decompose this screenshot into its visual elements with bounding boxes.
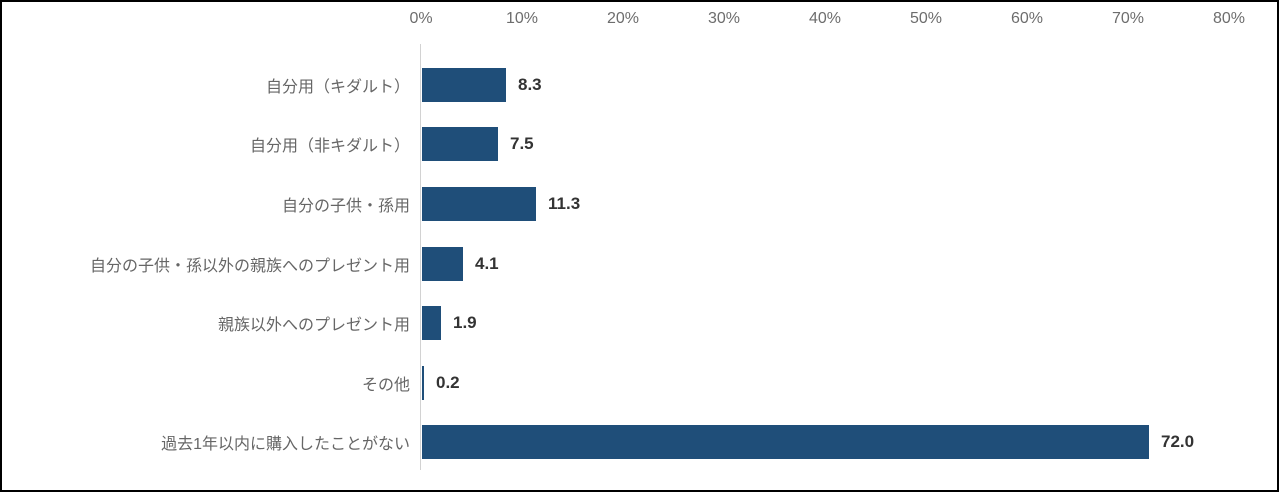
bar [422, 365, 424, 400]
category-label: その他 [361, 376, 410, 394]
bar-row: 自分用（非キダルト） 7.5 [0, 115, 1279, 175]
x-tick-label: 70% [1111, 10, 1145, 27]
value-label: 7.5 [510, 134, 534, 154]
value-label: 0.2 [436, 372, 460, 392]
x-tick-label: 30% [707, 10, 741, 27]
bar [422, 127, 498, 162]
bar-row: 自分用（キダルト） 8.3 [0, 55, 1279, 115]
plot-area: 自分用（キダルト） 8.3 自分用（非キダルト） 7.5 自分の子供・孫用 11.3 自分の… [0, 55, 1279, 472]
value-label: 8.3 [518, 74, 542, 94]
value-label: 72.0 [1161, 432, 1195, 452]
bar-row: 親族以外へのプレゼント用 1.9 [0, 293, 1279, 353]
bar [422, 425, 1149, 460]
x-axis: 0% 10% 20% 30% 40% 50% 60% 70% 80% [0, 10, 1279, 32]
category-label: 自分用（非キダルト） [249, 138, 410, 156]
value-label: 11.3 [548, 193, 581, 213]
y-axis-line [420, 44, 421, 470]
bar-row: 自分の子供・孫以外の親族へのプレゼント用 4.1 [0, 234, 1279, 294]
x-tick-label: 0% [409, 10, 433, 27]
bar [422, 246, 463, 281]
value-label: 1.9 [453, 313, 477, 333]
x-tick-label: 50% [909, 10, 943, 27]
bar [422, 67, 506, 102]
bar-row: 自分の子供・孫用 11.3 [0, 174, 1279, 234]
category-label: 過去1年以内に購入したことがない [161, 436, 410, 454]
bar-row: その他 0.2 [0, 353, 1279, 413]
bar [422, 306, 441, 341]
bar-row: 過去1年以内に購入したことがない 72.0 [0, 413, 1279, 473]
x-tick-label: 60% [1010, 10, 1044, 27]
category-label: 親族以外へのプレゼント用 [217, 317, 410, 335]
x-tick-label: 20% [606, 10, 640, 27]
category-label: 自分の子供・孫用 [281, 197, 410, 215]
x-tick-label: 40% [808, 10, 842, 27]
x-tick-label: 80% [1212, 10, 1246, 27]
category-label: 自分用（キダルト） [265, 78, 410, 96]
value-label: 4.1 [475, 253, 499, 273]
category-label: 自分の子供・孫以外の親族へのプレゼント用 [89, 257, 410, 275]
bar [422, 186, 536, 221]
x-tick-label: 10% [505, 10, 539, 27]
